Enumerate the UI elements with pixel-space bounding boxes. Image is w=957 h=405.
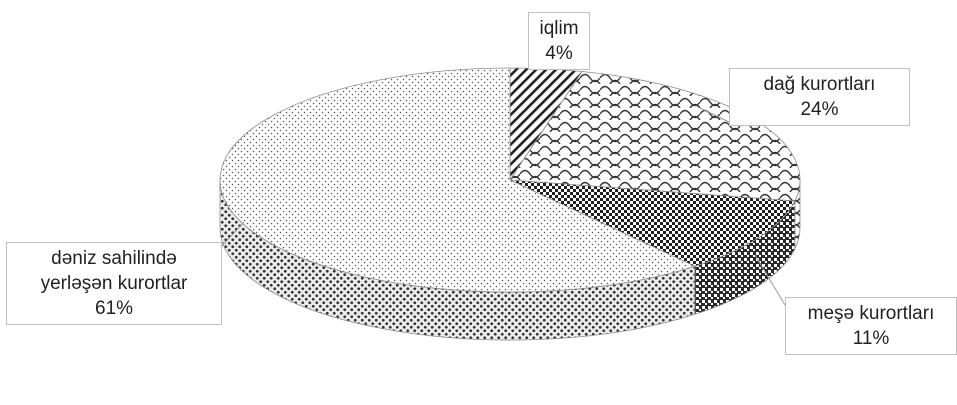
pie-slice-d-niz-sahilind-yerl-n-kurortlar <box>219 67 696 293</box>
label-dag-kurortlari: dağ kurortları 24% <box>729 68 910 126</box>
leader-deniz <box>221 221 245 247</box>
label-mese-kurortlari: meşə kurortları 11% <box>785 297 957 355</box>
pie-slice-me-kurortlar <box>509 179 796 267</box>
label-iqlim-name: iqlim <box>539 18 579 39</box>
label-iqlim-pct: 4% <box>545 43 573 64</box>
label-dag-pct: 24% <box>800 99 839 120</box>
label-dag-name: dağ kurortları <box>763 74 876 95</box>
label-deniz-line2: yerləşən kurortlar <box>40 273 188 294</box>
leader-dag <box>699 107 730 123</box>
label-deniz-sahilinde: dəniz sahilində yerləşən kurortlar 61% <box>6 242 222 325</box>
label-mese-pct: 11% <box>852 328 890 349</box>
label-iqlim: iqlim 4% <box>528 12 590 70</box>
leader-mese <box>754 254 786 306</box>
label-deniz-pct: 61% <box>94 298 134 319</box>
label-deniz-line1: dəniz sahilində <box>51 248 177 269</box>
label-mese-name: meşə kurortları <box>807 303 935 324</box>
